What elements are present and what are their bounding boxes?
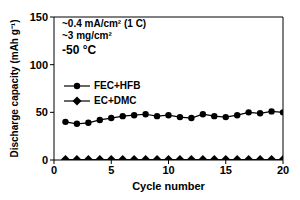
svg-text:Cycle number: Cycle number <box>132 180 205 192</box>
svg-text:20: 20 <box>277 164 289 176</box>
svg-text:0: 0 <box>42 154 48 166</box>
svg-text:Discharge capacity (mAh g⁻¹): Discharge capacity (mAh g⁻¹) <box>9 19 20 157</box>
html-text:-50 °C: -50 °C <box>62 43 97 57</box>
html-text:EC+DMC: EC+DMC <box>94 95 137 106</box>
svg-text:100: 100 <box>30 59 48 71</box>
html-text:FEC+HFB: FEC+HFB <box>94 80 141 91</box>
html-text:~3 mg/cm²: ~3 mg/cm² <box>62 30 112 41</box>
svg-text:10: 10 <box>162 164 174 176</box>
svg-text:150: 150 <box>30 11 48 23</box>
html-text:~0.4 mA/cm² (1 C): ~0.4 mA/cm² (1 C) <box>62 18 147 29</box>
svg-text:15: 15 <box>220 164 232 176</box>
svg-text:5: 5 <box>108 164 114 176</box>
svg-text:0: 0 <box>51 164 57 176</box>
svg-text:50: 50 <box>36 106 48 118</box>
